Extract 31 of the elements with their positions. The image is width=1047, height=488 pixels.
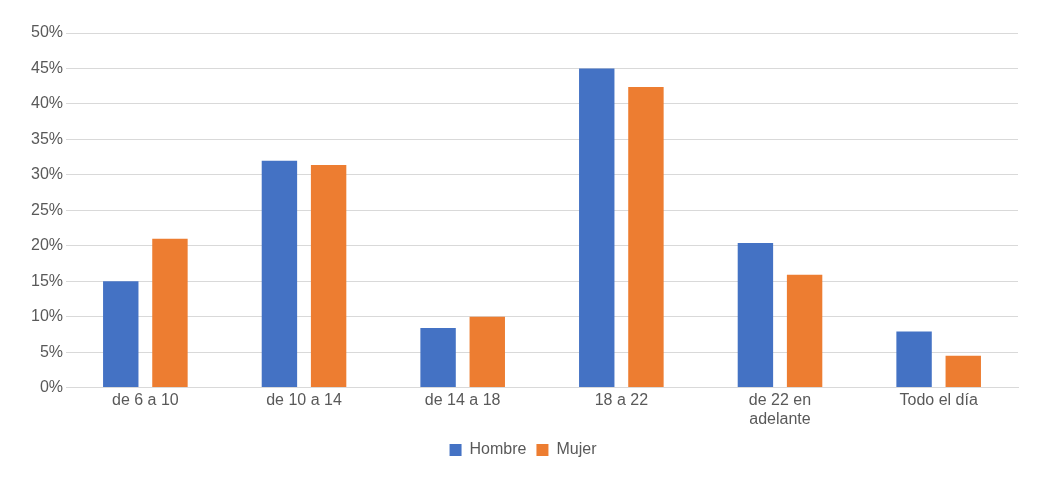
bar: [469, 316, 505, 388]
y-tick-label: 35%: [30, 129, 64, 147]
x-tick-label: de 10 a 14: [266, 390, 342, 408]
y-tick-label: 5%: [39, 342, 64, 360]
x-tick-label: Todo el día: [899, 390, 978, 408]
y-tick-label: 10%: [30, 307, 64, 325]
bar: [579, 68, 615, 388]
bar: [420, 328, 456, 388]
bar: [152, 238, 188, 388]
bar: [945, 355, 981, 388]
bar: [261, 160, 298, 388]
y-tick-label: 25%: [30, 200, 64, 218]
bar: [896, 331, 932, 388]
y-tick-label: 15%: [30, 271, 64, 289]
y-tick-label: 30%: [30, 165, 64, 183]
x-tick-label: de 14 a 18: [424, 390, 501, 408]
bar: [786, 274, 823, 388]
bar: [628, 86, 664, 388]
x-tick-label: de 22 en adelante: [748, 390, 812, 427]
x-tick-label: 18 a 22: [594, 390, 649, 408]
y-tick-label: 40%: [30, 94, 64, 112]
bar: [737, 242, 774, 388]
x-tick-label: de 6 a 10: [111, 390, 179, 408]
legend-label: Mujer: [556, 440, 598, 458]
y-tick-label: 50%: [30, 23, 64, 41]
legend-label: Hombre: [469, 440, 527, 458]
bar: [310, 164, 347, 388]
y-tick-label: 0%: [39, 378, 64, 396]
y-tick-label: 20%: [30, 236, 64, 254]
y-tick-label: 45%: [30, 58, 64, 76]
bar: [103, 281, 139, 388]
